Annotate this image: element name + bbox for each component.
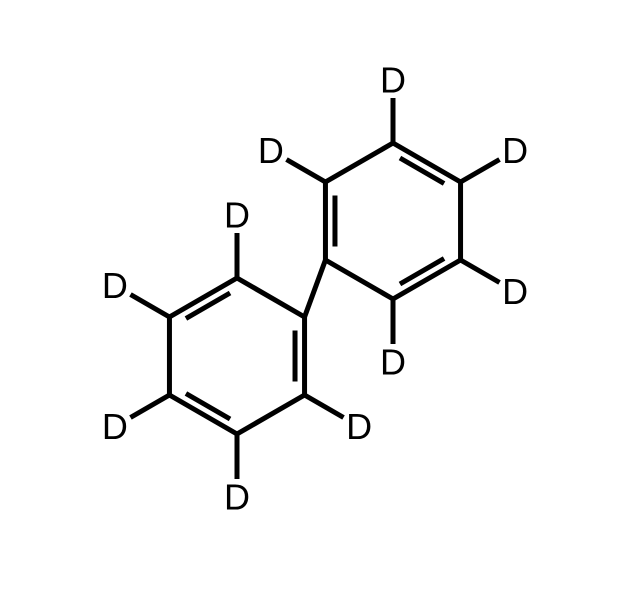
- atom-label: D: [380, 60, 406, 101]
- atom-label: D: [502, 271, 528, 312]
- atom-label: D: [258, 130, 284, 171]
- atom-label: D: [502, 130, 528, 171]
- atom-label: D: [102, 406, 128, 447]
- atom-label: D: [380, 342, 406, 383]
- atom-label: D: [102, 265, 128, 306]
- molecule-diagram: DDDDDDDDDD: [0, 0, 640, 606]
- atom-label: D: [224, 195, 250, 236]
- atom-label: D: [224, 477, 250, 518]
- atom-label: D: [346, 406, 372, 447]
